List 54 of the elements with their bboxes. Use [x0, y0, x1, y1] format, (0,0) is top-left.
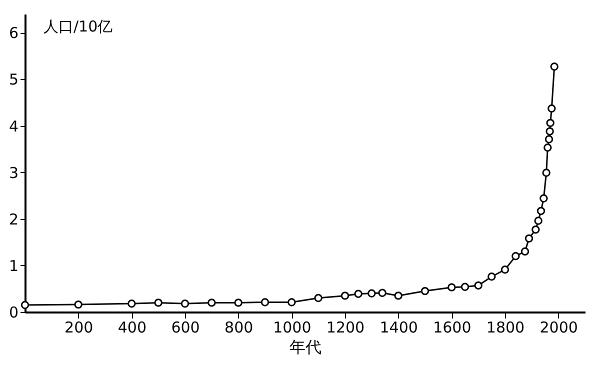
- x-tick-label: 2000: [540, 318, 578, 336]
- point: [208, 298, 216, 307]
- point: [288, 298, 296, 306]
- x-tick-label: 1200: [326, 318, 365, 336]
- point: [524, 234, 534, 243]
- point: [546, 118, 554, 128]
- point: [546, 127, 554, 136]
- x-tick-label: 1800: [486, 318, 525, 336]
- x-tick-label: 800: [224, 318, 254, 336]
- point: [20, 300, 30, 310]
- y-tick-label: 4: [8, 117, 18, 136]
- y-tick-label: 5: [8, 70, 18, 89]
- point: [520, 247, 530, 256]
- point: [394, 292, 402, 300]
- point: [544, 135, 554, 144]
- point: [532, 225, 540, 234]
- point: [234, 298, 242, 307]
- y-tick-label: 0: [8, 304, 18, 322]
- x-tick-label: 200: [64, 318, 94, 336]
- x-tick-label: 600: [171, 318, 200, 336]
- y-tick-label: 2: [8, 210, 18, 228]
- point: [536, 206, 546, 216]
- point: [544, 144, 552, 152]
- x-tick-label: 1000: [273, 318, 312, 336]
- y-tick-label: 6: [8, 24, 18, 42]
- point: [488, 272, 496, 281]
- y-tick-label: 3: [8, 164, 18, 182]
- point: [340, 292, 350, 300]
- point: [180, 300, 190, 308]
- x-axis-title: 年代: [290, 338, 322, 356]
- point: [548, 104, 556, 113]
- x-tick-label: 1600: [433, 318, 472, 336]
- point: [378, 288, 386, 298]
- point: [540, 194, 548, 202]
- point: [512, 252, 520, 260]
- x-tick-label: 1400: [380, 318, 418, 336]
- point: [74, 300, 82, 309]
- point: [368, 289, 376, 298]
- point: [534, 216, 542, 225]
- point: [128, 300, 136, 308]
- point: [448, 283, 456, 292]
- point: [154, 298, 162, 307]
- point: [420, 286, 430, 296]
- point: [460, 282, 470, 291]
- point: [542, 168, 550, 177]
- point: [550, 62, 558, 71]
- y-axis-title: 人口/10亿: [44, 18, 113, 36]
- y-tick-label: 1: [8, 256, 18, 275]
- point: [314, 294, 322, 302]
- point: [260, 298, 270, 306]
- point: [474, 281, 482, 290]
- x-tick-label: 400: [118, 318, 146, 336]
- point: [500, 266, 510, 274]
- point: [354, 290, 362, 298]
